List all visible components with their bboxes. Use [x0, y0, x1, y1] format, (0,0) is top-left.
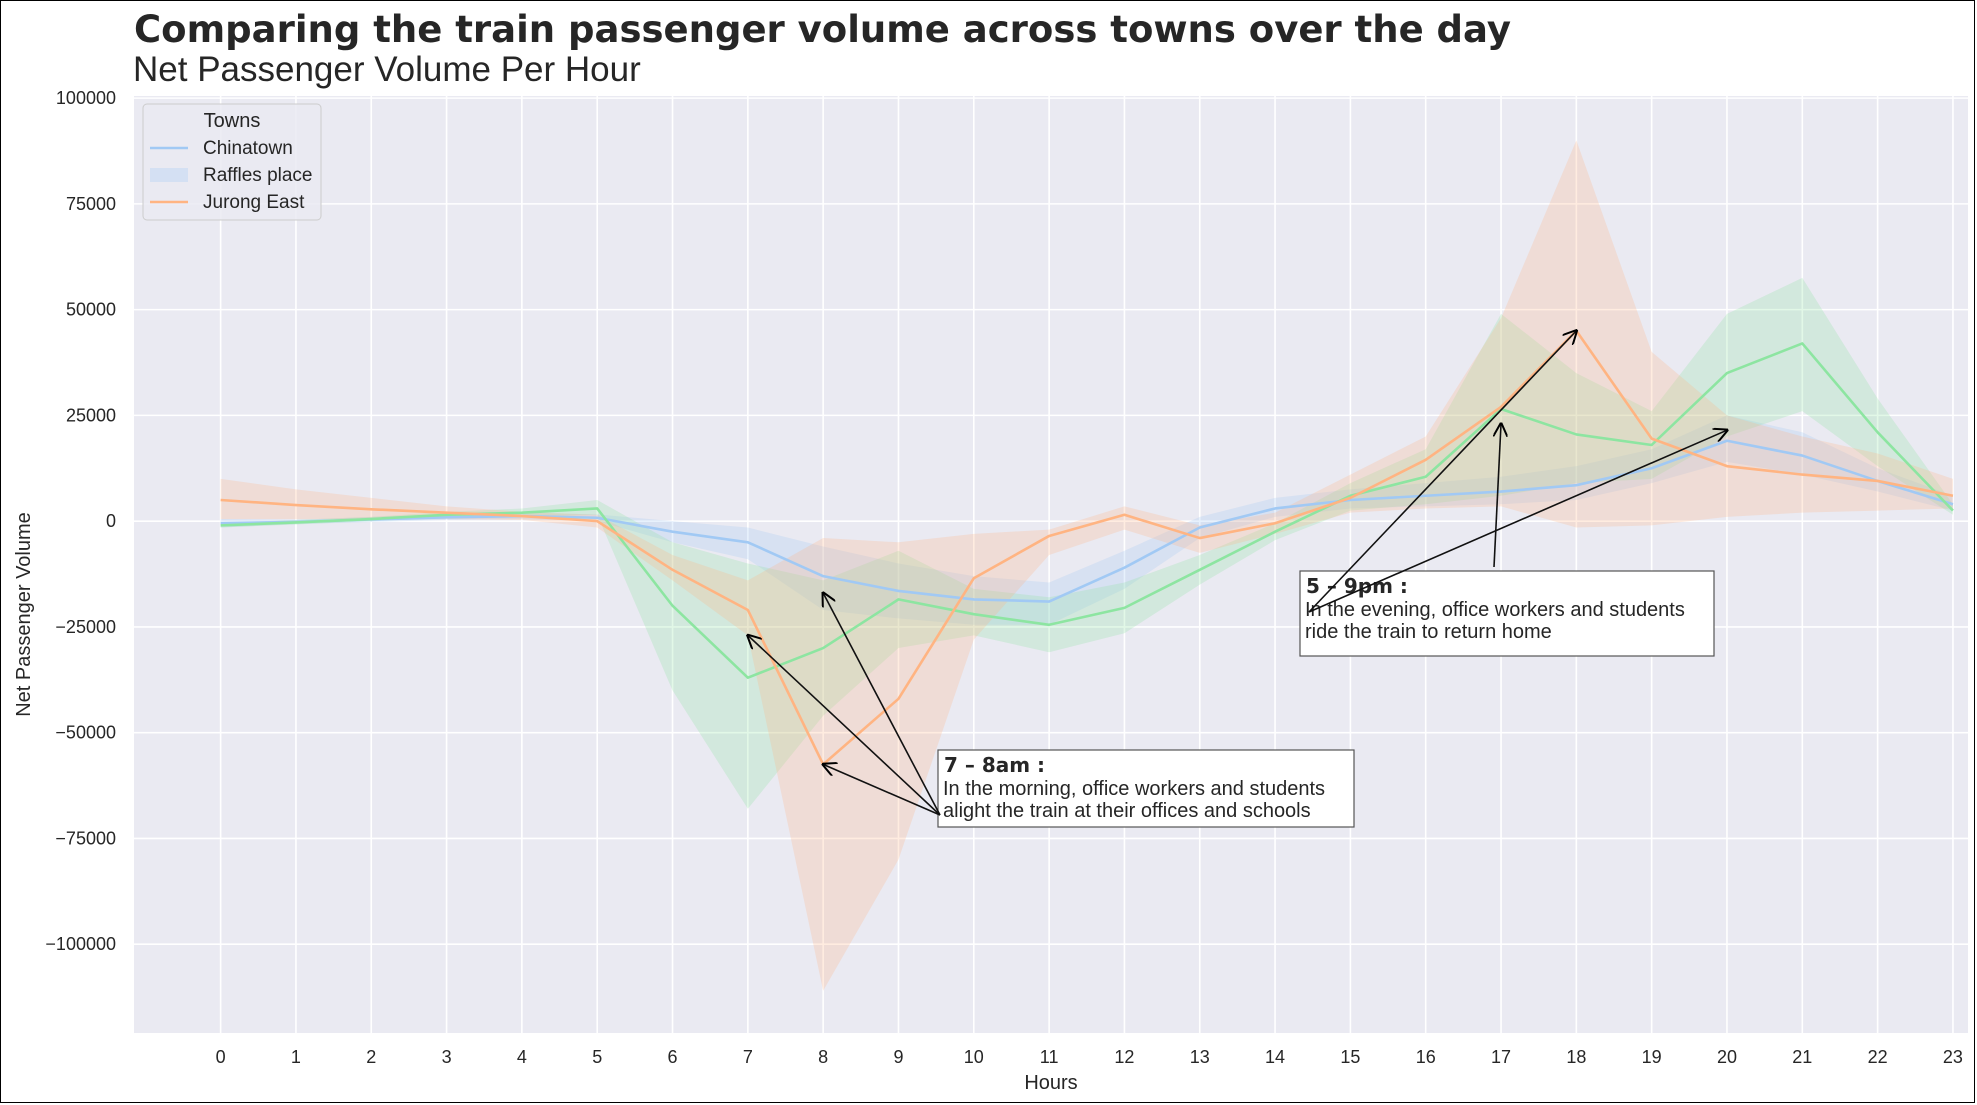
y-tick-label: 75000 [66, 194, 116, 214]
x-tick-label: 16 [1416, 1047, 1436, 1067]
x-tick-label: 6 [668, 1047, 678, 1067]
x-tick-label: 17 [1491, 1047, 1511, 1067]
x-tick-label: 13 [1190, 1047, 1210, 1067]
annotation-arrow [1308, 430, 1727, 613]
y-tick-label: 0 [106, 511, 116, 531]
x-tick-label: 1 [291, 1047, 301, 1067]
x-axis-label: Hours [1024, 1072, 1077, 1094]
annotation-text: alight the train at their offices and sc… [943, 800, 1311, 822]
y-tick-label: 100000 [56, 88, 116, 108]
chart-title: Comparing the train passenger volume acr… [134, 8, 1511, 51]
x-tick-label: 14 [1265, 1047, 1285, 1067]
series-line-2 [220, 329, 1954, 766]
y-tick-label: 50000 [66, 300, 116, 320]
grid-lines [134, 96, 1968, 1033]
x-tick-label: 10 [964, 1047, 984, 1067]
x-tick-label: 15 [1340, 1047, 1360, 1067]
y-tick-label: 25000 [66, 405, 116, 425]
x-tick-label: 9 [893, 1047, 903, 1067]
legend: Towns Chinatown Raffles place Jurong East [142, 103, 322, 221]
annotation-text: In the morning, office workers and stude… [943, 778, 1325, 800]
y-axis-label: Net Passenger Volume [13, 512, 35, 717]
annotation-0: 7 – 8am :In the morning, office workers … [748, 593, 1355, 828]
annotation-text: ride the train to return home [1305, 621, 1552, 643]
x-tick-label: 12 [1114, 1047, 1134, 1067]
x-tick-label: 20 [1717, 1047, 1737, 1067]
x-tick-label: 2 [366, 1047, 376, 1067]
x-tick-label: 4 [517, 1047, 527, 1067]
confidence-band-1 [220, 277, 1953, 809]
x-tick-label: 5 [592, 1047, 602, 1067]
chart-subtitle: Net Passenger Volume Per Hour [133, 50, 641, 89]
annotation-box [937, 749, 1355, 828]
legend-item-label: Jurong East [203, 192, 305, 213]
y-tick-label: −75000 [55, 828, 116, 848]
legend-swatch [150, 168, 188, 182]
legend-box [142, 103, 322, 221]
annotation-arrow [823, 764, 941, 816]
x-tick-label: 8 [818, 1047, 828, 1067]
x-tick-label: 21 [1792, 1047, 1812, 1067]
x-tick-label: 0 [216, 1047, 226, 1067]
legend-item-label: Chinatown [203, 138, 293, 159]
x-tick-label: 19 [1642, 1047, 1662, 1067]
x-tick-label: 11 [1040, 1047, 1059, 1067]
confidence-band-2 [220, 140, 1953, 991]
plot-area [134, 96, 1968, 1033]
annotation-1: 5 – 9pm :In the evening, office workers … [1299, 331, 1727, 657]
y-tick-label: −25000 [55, 617, 116, 637]
x-tick-label: 3 [442, 1047, 452, 1067]
x-tick-label: 7 [743, 1047, 753, 1067]
legend-item-label: Raffles place [203, 165, 313, 186]
annotation-arrow [823, 593, 941, 816]
annotation-text: In the evening, office workers and stude… [1305, 599, 1685, 621]
annotation-arrow [1494, 424, 1501, 568]
series-lines [220, 329, 1954, 766]
x-tick-labels: 0 1 2 3 4 5 6 7 8 9 10 11 12 13 14 15 16 17 18 19 20 21 22 23 [216, 1047, 1963, 1067]
x-tick-label: 22 [1868, 1047, 1888, 1067]
annotation-arrow [748, 635, 941, 816]
series-line-1 [220, 342, 1954, 679]
y-tick-labels: 100000 75000 50000 25000 0 −25000 −50000 −75000… [45, 88, 116, 954]
x-tick-label: 18 [1566, 1047, 1586, 1067]
annotation-arrow [1308, 331, 1576, 613]
annotation-title: 5 – 9pm : [1306, 574, 1408, 598]
annotation-title: 7 – 8am : [944, 753, 1045, 777]
y-tick-label: −100000 [45, 934, 116, 954]
legend-title: Towns [204, 110, 261, 132]
y-tick-label: −50000 [55, 723, 116, 743]
annotations: 7 – 8am :In the morning, office workers … [748, 331, 1727, 828]
x-tick-label: 23 [1943, 1047, 1963, 1067]
